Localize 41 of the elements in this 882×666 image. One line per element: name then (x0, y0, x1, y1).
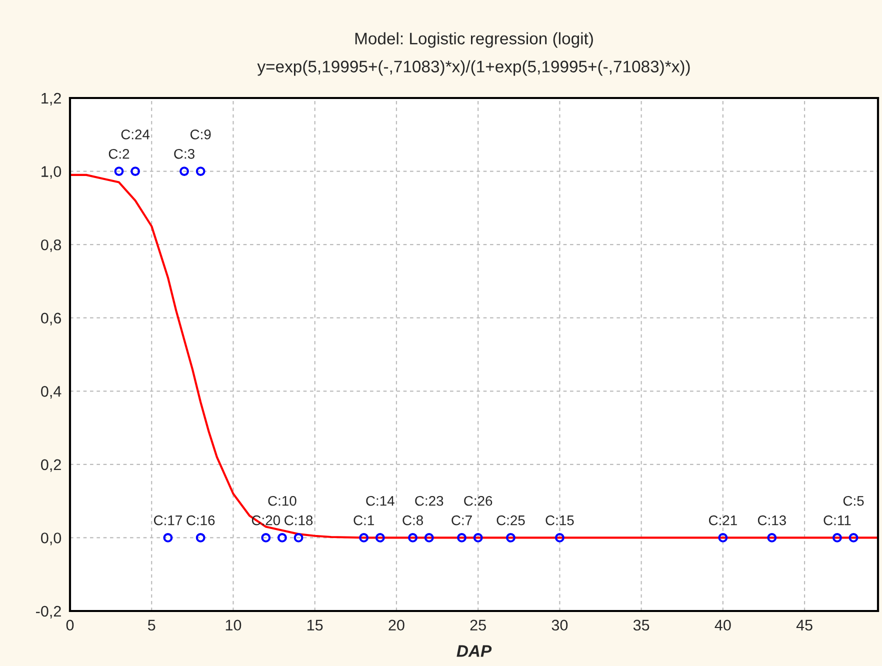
annotation: C:17 (154, 515, 182, 526)
y-tick-label: -0,2 (36, 606, 61, 618)
y-tick-label: 0,4 (41, 386, 62, 399)
annotation: C:24 (121, 130, 150, 140)
x-tick-label: 40 (714, 620, 731, 631)
y-tick-label: 0,0 (41, 532, 62, 546)
annotation: C:25 (496, 515, 525, 526)
annotation: C:13 (758, 515, 786, 526)
x-tick-label: 35 (633, 620, 650, 631)
x-tick-label: 5 (148, 620, 156, 631)
annotation: C:1 (354, 515, 374, 526)
annotation: C:16 (186, 515, 215, 526)
x-axis-title: DAP (456, 645, 492, 657)
annotation: C:18 (284, 515, 313, 526)
chart-title: Model: Logistic regression (logit) (355, 32, 593, 48)
x-tick-label: 0 (66, 620, 74, 631)
annotation: C:7 (452, 515, 472, 526)
y-tick-label: 1,0 (42, 166, 62, 179)
x-tick-label: 20 (388, 620, 404, 631)
x-tick-label: 45 (796, 620, 812, 631)
y-tick-label: 0,6 (41, 312, 61, 326)
chart-subtitle: y=exp(5,19995+(-,71083)*x)/(1+exp(5,19995+(-,71083)*x)) (257, 60, 690, 76)
y-tick-label: 1,2 (42, 92, 61, 106)
annotation: C:14 (366, 496, 394, 506)
annotation: C:3 (174, 148, 194, 159)
annotation: C:5 (843, 496, 864, 506)
y-tick-label: 0,8 (41, 239, 62, 252)
annotation: C:8 (402, 515, 423, 526)
annotation: C:21 (708, 515, 737, 526)
annotation: C:26 (464, 496, 492, 506)
annotation: C:23 (415, 496, 444, 506)
x-tick-label: 30 (552, 620, 568, 631)
annotation: C:10 (268, 496, 296, 506)
annotation: C:15 (546, 515, 574, 526)
x-tick-label: 15 (308, 620, 323, 631)
y-tick-label: 0,2 (41, 459, 61, 472)
annotation: C:2 (108, 148, 130, 159)
x-tick-label: 25 (470, 620, 486, 631)
x-tick-label: 10 (226, 620, 242, 631)
annotation: C:9 (190, 130, 211, 140)
annotation: C:11 (824, 515, 851, 526)
